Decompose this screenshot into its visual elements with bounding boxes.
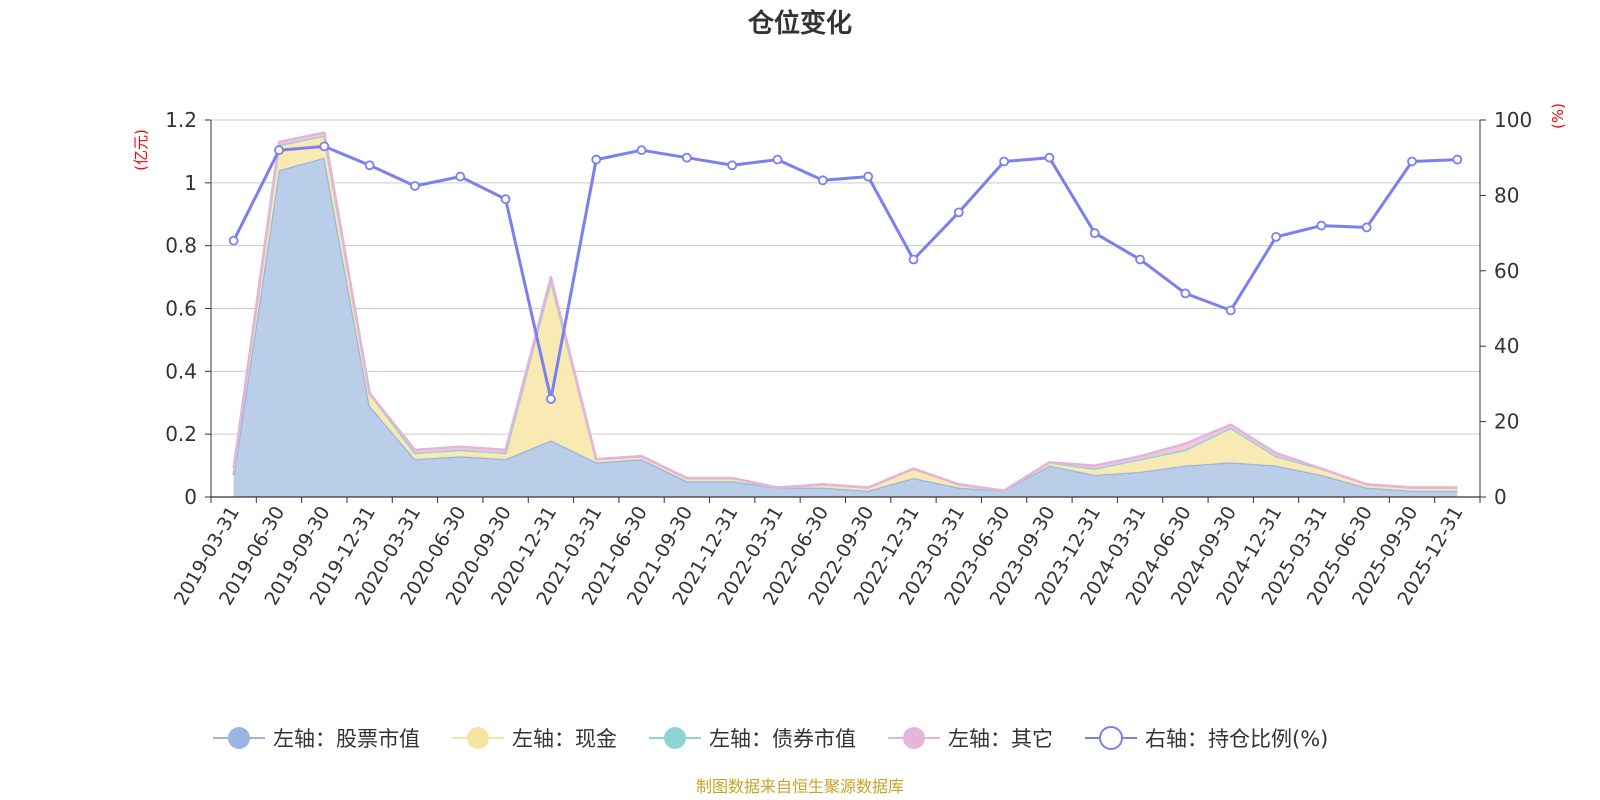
ratio-point <box>274 145 284 156</box>
legend-label: 左轴：现金 <box>512 727 617 751</box>
legend-label: 左轴：其它 <box>948 727 1053 751</box>
source-note: 制图数据来自恒生聚源数据库 <box>696 777 904 796</box>
legend-marker <box>228 727 250 749</box>
right-axis-tick-label: 60 <box>1494 259 1519 283</box>
left-axis-tick-label: 1.2 <box>165 108 197 132</box>
legend-label: 右轴：持仓比例(%) <box>1145 727 1328 751</box>
right-axis-tick-label: 40 <box>1494 334 1519 358</box>
ratio-point <box>1225 305 1236 316</box>
area-layers <box>232 131 1458 497</box>
legend-marker <box>903 727 925 749</box>
legend-marker <box>1099 726 1123 750</box>
ratio-point <box>999 156 1010 167</box>
legend-marker <box>467 727 489 749</box>
ratio-point <box>1089 228 1100 239</box>
ratio-point <box>953 207 964 218</box>
area-fill <box>233 135 1458 491</box>
left-axis-tick-label: 0.2 <box>165 422 197 446</box>
ratio-point <box>1044 152 1055 163</box>
right-axis-tick-label: 80 <box>1494 183 1519 207</box>
ratio-point <box>727 160 738 171</box>
right-axis-tick-label: 0 <box>1494 485 1507 509</box>
left-axis-unit: (亿元) <box>132 129 150 171</box>
left-axis-tick-label: 0.8 <box>165 234 197 258</box>
left-axis-tick-label: 0.4 <box>165 359 197 383</box>
left-axis-tick-label: 0.6 <box>165 297 197 321</box>
ratio-point <box>1361 222 1372 233</box>
legend-label: 左轴：债券市值 <box>709 727 856 751</box>
legend-label: 左轴：股票市值 <box>273 727 420 751</box>
ratio-point <box>1180 288 1191 299</box>
right-axis-tick-label: 100 <box>1494 108 1532 132</box>
left-axis-tick-label: 0 <box>184 485 197 509</box>
ratio-point <box>546 394 556 404</box>
ratio-line <box>232 144 1458 401</box>
right-axis-tick-label: 20 <box>1494 410 1519 434</box>
ratio-point <box>908 254 919 265</box>
area-edge-line <box>232 131 1458 492</box>
ratio-line-layer <box>228 141 1463 404</box>
ratio-point <box>1316 220 1327 231</box>
ratio-point <box>817 175 828 186</box>
ratio-point <box>591 154 602 165</box>
ratio-point <box>410 181 420 191</box>
ratio-point <box>1271 231 1281 242</box>
legend: 左轴：股票市值 左轴：现金 左轴：债券市值 左轴：其它 右轴：持仓比例(%) <box>213 726 1328 751</box>
ratio-point <box>772 154 783 165</box>
area-edge-line <box>232 156 1458 492</box>
area-fill <box>233 157 1458 497</box>
ratio-point <box>1407 156 1417 167</box>
ratio-point <box>364 160 375 171</box>
grid <box>211 119 1480 435</box>
chart-title: 仓位变化 <box>747 8 852 39</box>
ratio-point <box>319 141 330 152</box>
ratio-point <box>1452 154 1463 165</box>
ratio-point <box>681 152 692 163</box>
ratio-point <box>636 145 647 156</box>
ratio-point <box>1135 254 1145 265</box>
ratio-point <box>863 171 874 182</box>
right-axis-unit: (%) <box>1549 103 1567 129</box>
left-axis-tick-label: 1 <box>184 171 197 195</box>
legend-marker <box>664 727 686 749</box>
ratio-point <box>228 235 239 246</box>
ratio-point <box>500 194 511 205</box>
ratio-point <box>455 171 466 182</box>
